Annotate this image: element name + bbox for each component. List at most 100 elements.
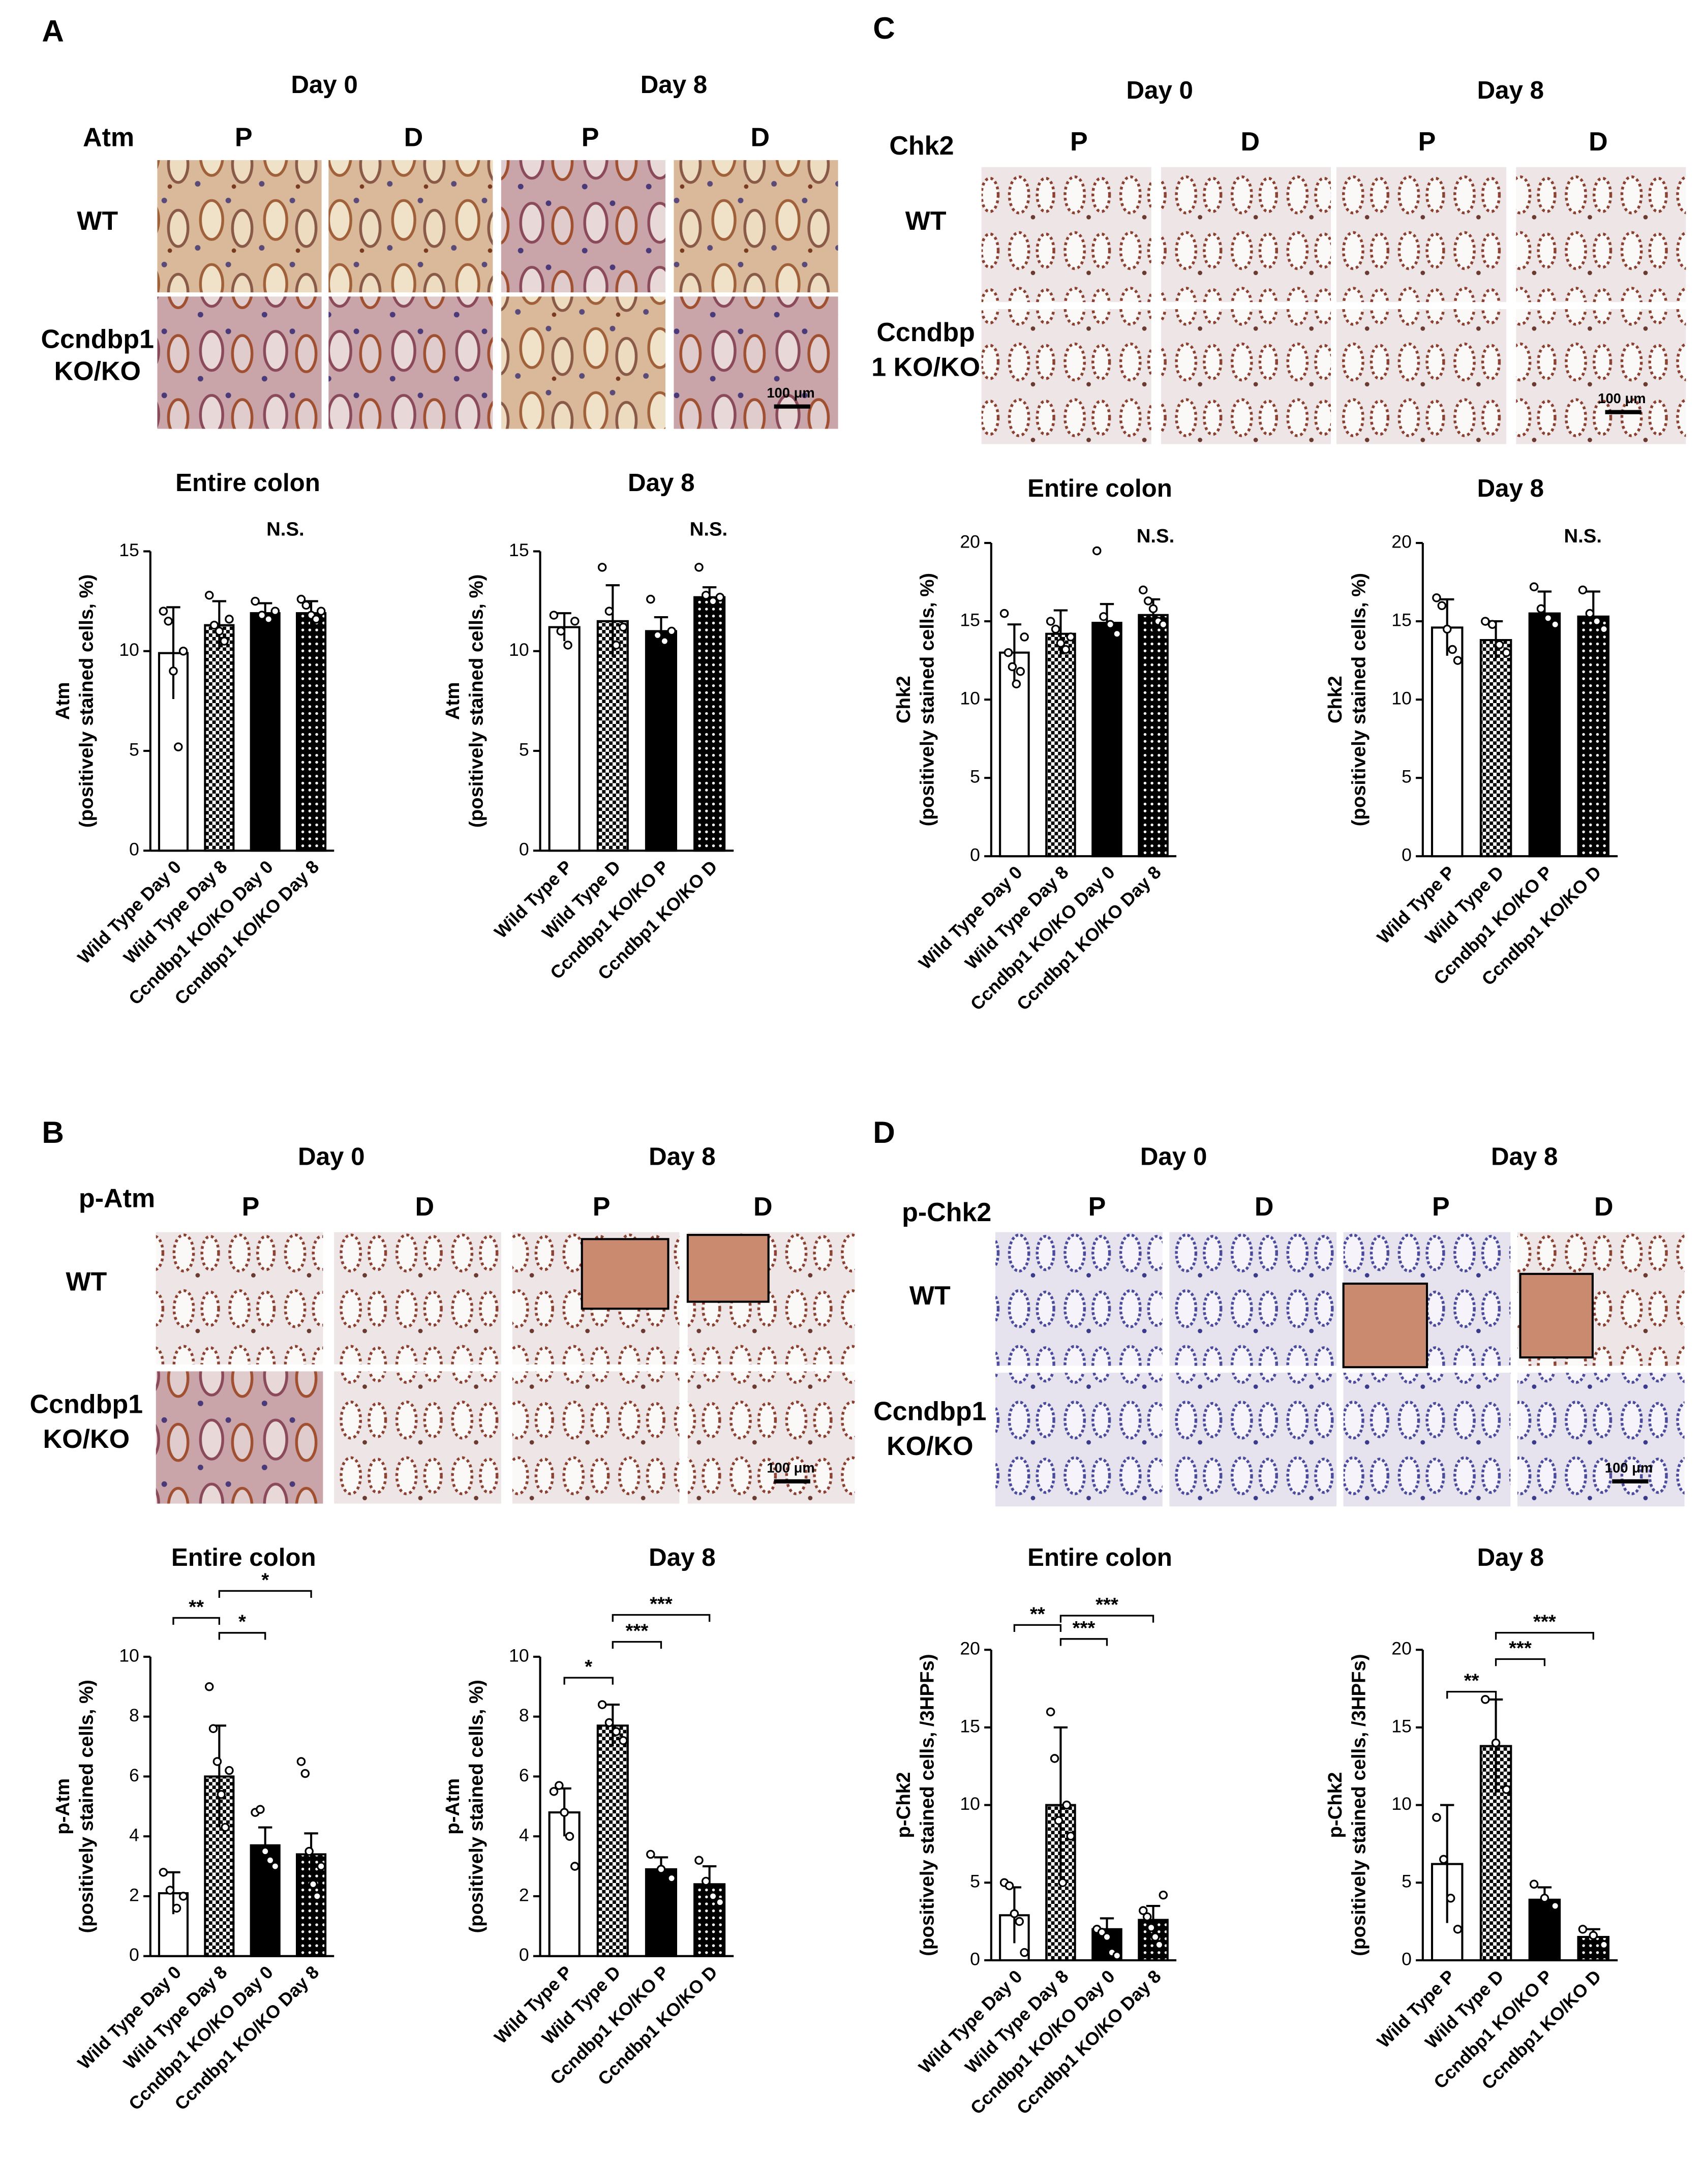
bracket [1059,1638,1108,1646]
column-label: D [1589,127,1608,157]
data-point [301,600,311,610]
data-point [560,1808,569,1817]
bar [295,612,327,852]
panel-letter: A [42,14,64,48]
y-axis-label: p-Atm [52,1778,74,1835]
data-point [694,563,704,572]
day-label: Day 0 [298,1143,365,1171]
micrograph [328,160,493,293]
y-tick-label: 0 [970,1949,980,1969]
day-label: Day 0 [291,71,358,99]
y-axis-label: (positively stained cells, /3HPFs) [1348,1654,1370,1956]
significance-label: *** [1509,1637,1532,1659]
data-point [296,594,306,604]
micrograph [157,160,322,293]
micrograph [328,296,493,429]
y-tick-label: 4 [129,1825,139,1845]
y-tick-label: 5 [519,739,529,760]
data-point [646,594,655,604]
data-point [312,615,321,624]
column-label: D [415,1192,434,1222]
micrograph [156,1232,323,1364]
inset [1519,1272,1594,1359]
chart-title: Day 8 [1477,1543,1544,1571]
y-tick-label: 10 [119,640,139,660]
row-label: WT [909,1281,951,1311]
data-point [316,1862,326,1871]
micrograph [157,296,322,429]
y-axis-label: p-Chk2 [893,1772,915,1838]
column-label: D [1255,1192,1274,1222]
data-point [570,617,580,626]
data-point [1578,585,1588,595]
data-point [1008,662,1017,672]
data-point [1020,1948,1029,1957]
data-point [1599,624,1608,634]
row-label: WT [66,1267,107,1297]
row-label: WT [77,206,118,236]
micrograph [1516,167,1686,302]
micrograph [1169,1232,1337,1366]
y-tick-label: 0 [1402,845,1412,865]
scale-bar-label: 100 μm [767,385,814,401]
data-point [1437,601,1447,611]
data-point [1050,1754,1059,1763]
annotation: N.S. [1137,525,1175,547]
y-tick-label: 0 [1402,1949,1412,1969]
data-point [565,1832,574,1841]
micrograph [1517,1373,1685,1507]
data-point [1487,620,1497,629]
data-point [313,1892,322,1901]
day-label: Day 0 [1126,76,1193,104]
data-point [715,1897,725,1907]
data-point [1012,679,1021,689]
bar [1479,639,1512,858]
data-point [549,1787,559,1796]
stain-label: Chk2 [889,131,954,161]
data-point [646,1849,655,1859]
column-label: P [1432,1192,1450,1222]
micrograph [981,309,1151,444]
bar [645,630,678,852]
chart-title: Day 8 [628,469,695,497]
data-point [257,611,266,620]
column-label: P [582,123,599,153]
y-tick-label: 0 [129,839,139,860]
data-point [1046,617,1055,626]
data-point [701,1876,711,1886]
y-tick-label: 20 [960,531,980,552]
data-point [604,1718,614,1727]
data-point [1092,546,1102,556]
micrograph [1336,167,1507,302]
y-tick-label: 6 [129,1765,139,1785]
data-point [701,591,711,600]
bar [158,1892,189,1957]
data-point [1056,639,1066,648]
y-tick-label: 10 [119,1645,139,1665]
data-point [212,1757,222,1766]
data-point [1020,632,1029,642]
data-point [555,1781,564,1790]
y-tick-label: 10 [960,688,980,709]
data-point [1448,645,1457,654]
chart-title: Day 8 [1477,474,1544,502]
data-point [264,615,273,624]
chart-title: Entire colon [171,1543,316,1571]
micrograph [512,1371,680,1504]
column-label: P [235,123,253,153]
data-point [619,1736,628,1745]
data-point [1010,1909,1019,1919]
stain-label: p-Atm [79,1184,155,1213]
significance-label: * [238,1611,246,1633]
data-point [653,630,662,640]
data-point [1112,1951,1122,1960]
bar [250,612,281,852]
column-label: D [753,1192,773,1222]
bracket [1059,1615,1154,1623]
bar [204,624,235,852]
data-point [1481,617,1490,626]
data-point [1099,612,1108,621]
data-point [1005,1881,1014,1891]
data-point [316,606,326,616]
data-point [204,1682,214,1691]
